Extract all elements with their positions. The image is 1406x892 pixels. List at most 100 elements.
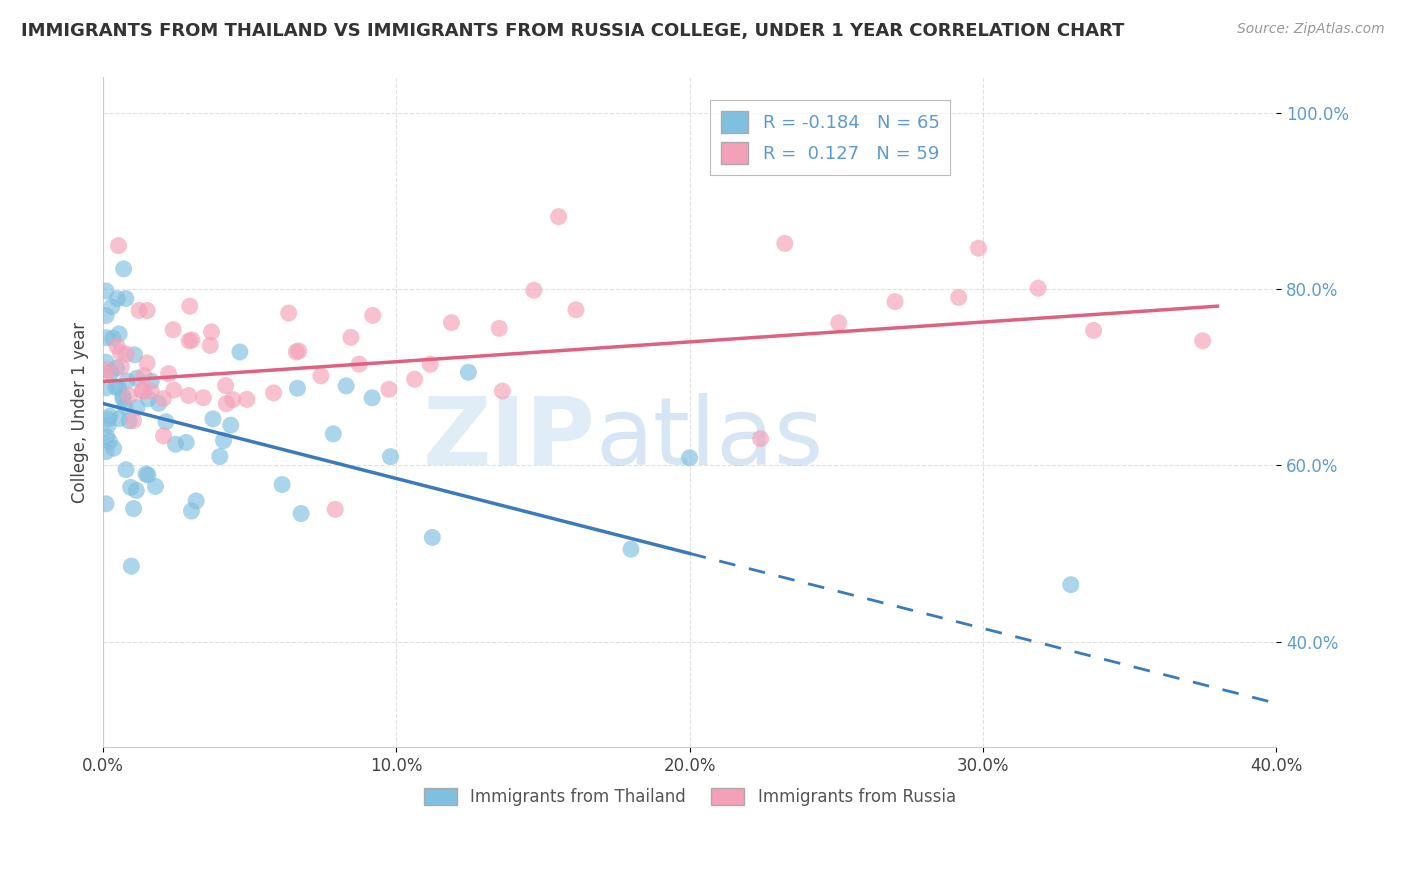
Point (884, 294, 907, 309)
Point (131, 384, 153, 398)
Point (94, 309, 117, 323)
Point (828, 316, 851, 330)
Point (115, 374, 138, 388)
Point (620, 542, 643, 557)
Point (108, 411, 131, 425)
Point (491, 384, 513, 398)
Point (948, 290, 970, 304)
Point (152, 392, 174, 406)
Point (118, 414, 141, 428)
Point (132, 384, 155, 399)
Point (96, 430, 118, 444)
Point (380, 450, 402, 464)
Point (214, 378, 236, 392)
Y-axis label: College, Under 1 year: College, Under 1 year (72, 322, 89, 503)
Point (94, 444, 117, 458)
Point (1191, 334, 1213, 348)
Point (565, 302, 588, 317)
Point (127, 371, 149, 385)
Point (115, 347, 138, 361)
Point (177, 388, 200, 402)
Point (107, 381, 129, 395)
Point (94, 284, 117, 298)
Point (100, 365, 122, 379)
Text: Source: ZipAtlas.com: Source: ZipAtlas.com (1237, 22, 1385, 37)
Point (135, 467, 157, 481)
Point (186, 494, 208, 508)
Point (94, 381, 117, 395)
Point (136, 303, 159, 318)
Point (523, 283, 546, 297)
Point (120, 480, 142, 494)
Point (201, 412, 224, 426)
Point (97, 412, 120, 426)
Point (112, 392, 135, 406)
Point (323, 502, 346, 516)
Point (378, 382, 401, 396)
Point (488, 321, 510, 335)
Point (322, 426, 344, 441)
Point (152, 429, 174, 443)
Point (200, 338, 222, 352)
Point (180, 333, 202, 347)
Point (110, 359, 132, 374)
Point (148, 396, 170, 410)
Point (105, 292, 128, 306)
Point (179, 299, 201, 313)
Point (125, 483, 148, 498)
Point (105, 339, 128, 353)
Point (98, 409, 121, 423)
Point (222, 392, 245, 407)
Point (440, 316, 463, 330)
Point (162, 323, 184, 337)
Point (94, 355, 117, 369)
Point (361, 309, 384, 323)
Text: ZIP: ZIP (423, 393, 596, 485)
Point (112, 261, 135, 276)
Point (361, 391, 384, 405)
Point (94, 368, 117, 382)
Point (285, 344, 308, 359)
Point (180, 504, 202, 518)
Point (122, 414, 145, 428)
Point (179, 334, 201, 348)
Point (122, 501, 145, 516)
Point (132, 368, 155, 383)
Point (773, 236, 796, 251)
Point (103, 442, 125, 456)
Legend: Immigrants from Thailand, Immigrants from Russia: Immigrants from Thailand, Immigrants fro… (416, 781, 962, 813)
Point (1083, 323, 1105, 337)
Point (288, 344, 311, 359)
Point (749, 432, 772, 446)
Point (967, 241, 990, 255)
Point (101, 331, 124, 345)
Point (98, 434, 121, 449)
Point (141, 374, 163, 388)
Point (215, 397, 238, 411)
Point (155, 415, 177, 429)
Point (157, 367, 180, 381)
Point (219, 418, 242, 433)
Point (128, 303, 150, 318)
Point (335, 379, 357, 393)
Point (118, 389, 141, 403)
Point (229, 345, 252, 359)
Point (115, 463, 138, 477)
Point (347, 357, 370, 371)
Point (101, 300, 124, 314)
Point (1060, 577, 1083, 591)
Point (287, 381, 309, 395)
Point (271, 477, 294, 491)
Point (138, 392, 160, 406)
Point (108, 326, 131, 341)
Point (1026, 281, 1049, 295)
Point (208, 450, 231, 464)
Point (111, 389, 134, 403)
Point (263, 385, 285, 400)
Point (96, 331, 118, 345)
Point (340, 330, 363, 344)
Point (419, 357, 441, 371)
Point (104, 380, 127, 394)
Point (94, 497, 117, 511)
Point (136, 356, 159, 370)
